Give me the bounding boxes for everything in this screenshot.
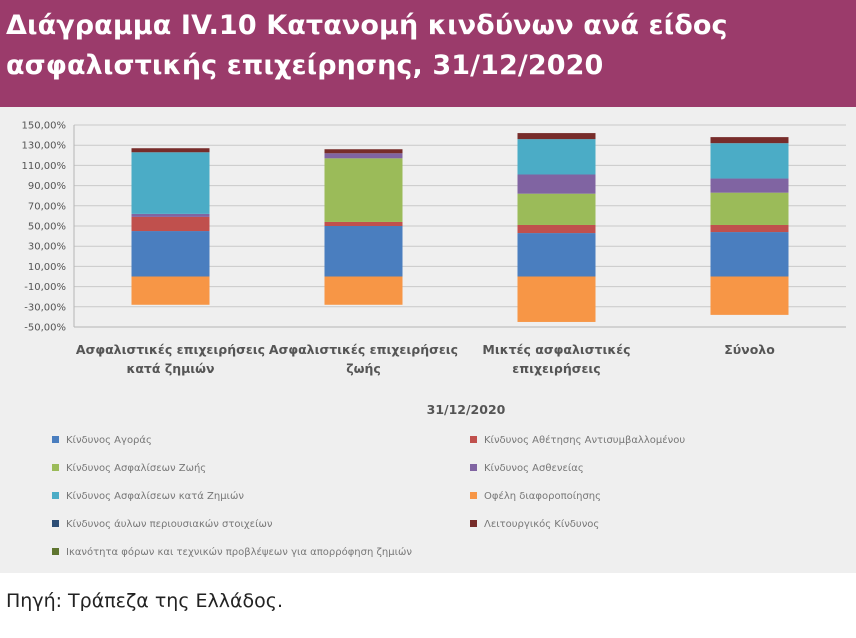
y-tick-label: -10,00% [24,282,66,293]
legend-label: Κίνδυνος Ασθενείας [484,462,584,474]
bar-segment [324,158,403,222]
legend-label: Κίνδυνος Αγοράς [66,434,152,446]
legend-swatch [470,436,477,443]
chart-title-banner: Διάγραμμα IV.10 Κατανομή κινδύνων ανά εί… [0,0,856,107]
bar-segment [710,143,789,179]
legend-label: Κίνδυνος Ασφαλίσεων κατά Ζημιών [66,490,244,502]
legend-label: Οφέλη διαφοροποίησης [484,490,601,502]
source-text: Πηγή: Τράπεζα της Ελλάδος. [6,590,283,612]
bar-segment [131,152,210,214]
bar-segment [517,233,596,277]
bar-segment [710,192,789,225]
bar-segment [324,276,403,305]
chart-title-line-1: Διάγραμμα IV.10 Κατανομή κινδύνων ανά εί… [6,10,728,41]
y-tick-label: 70,00% [28,201,66,212]
y-tick-label: 110,00% [22,161,67,172]
legend-label: Λειτουργικός Κίνδυνος [484,518,599,530]
bar-segment [710,178,789,193]
legend-label: Ικανότητα φόρων και τεχνικών προβλέψεων … [66,546,412,558]
bar-segment [517,276,596,322]
x-axis-title: 31/12/2020 [427,402,506,417]
bar-segment [131,216,210,232]
bar-segment [131,231,210,277]
bar-segment [324,149,403,154]
x-tick-label: επιχειρήσεις [512,361,600,376]
bar-segment [131,213,210,217]
bar-segment [710,232,789,277]
bar-segment [517,133,596,140]
legend-swatch [52,464,59,471]
bar-segment [517,193,596,225]
legend-swatch [52,492,59,499]
bar-segment [131,276,210,305]
y-tick-label: -30,00% [24,302,66,313]
x-tick-label: Μικτές ασφαλιστικές [482,342,630,357]
bar-segment [517,224,596,234]
y-tick-label: 30,00% [28,242,66,253]
legend-swatch [52,520,59,527]
legend-label: Κίνδυνος Αθέτησης Αντισυμβαλλομένου [484,434,685,446]
y-tick-label: 90,00% [28,181,66,192]
bar-segment [710,137,789,144]
bar-segment [517,174,596,194]
source-note: Πηγή: Τράπεζα της Ελλάδος. [0,573,856,638]
legend-swatch [470,464,477,471]
legend-swatch [470,520,477,527]
chart-area: 150,00% 130,00% 110,00% 90,00% 70,00% 50,00% 3… [0,107,856,573]
bar-segment [324,221,403,226]
x-tick-label: ζωής [346,361,381,376]
legend-swatch [470,492,477,499]
bar-segment [710,224,789,233]
y-tick-label: -50,00% [24,323,66,334]
legend-label: Κίνδυνος άυλων περιουσιακών στοιχείων [66,518,273,530]
y-tick-label: 150,00% [22,121,67,132]
chart-title-line-2: ασφαλιστικής επιχείρησης, 31/12/2020 [6,50,604,81]
bar-segment [324,153,403,159]
bar-segment [131,148,210,153]
x-tick-label: κατά ζημιών [126,361,214,376]
legend-label: Κίνδυνος Ασφαλίσεων Ζωής [66,462,206,474]
bar-segment [710,276,789,315]
y-tick-label: 10,00% [28,262,66,273]
legend-swatch [52,548,59,555]
x-tick-label: Σύνολο [724,342,775,357]
bar-segment [324,226,403,277]
y-tick-label: 50,00% [28,222,66,233]
x-tick-label: Ασφαλιστικές επιχειρήσεις [76,342,265,357]
x-tick-label: Ασφαλιστικές επιχειρήσεις [269,342,458,357]
legend-swatch [52,436,59,443]
stacked-bar-chart: 150,00% 130,00% 110,00% 90,00% 70,00% 50,00% 3… [22,121,846,558]
y-tick-label: 130,00% [22,141,67,152]
bar-segment [517,139,596,175]
